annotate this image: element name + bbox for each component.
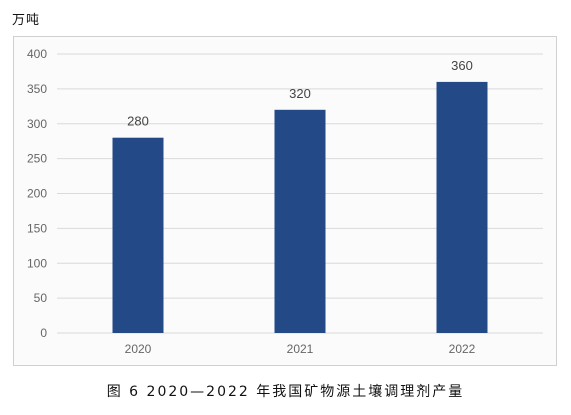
figure-caption: 图 6 2020—2022 年我国矿物源土壤调理剂产量 <box>106 384 465 400</box>
data-label-2021: 320 <box>289 86 311 101</box>
data-label-2020: 280 <box>127 114 149 129</box>
x-tick-label-2020: 2020 <box>125 342 152 356</box>
y-tick-label-250: 250 <box>27 152 47 166</box>
x-tick-label-2022: 2022 <box>449 342 476 356</box>
y-tick-label-300: 300 <box>27 117 47 131</box>
y-tick-label-50: 50 <box>34 291 48 305</box>
bar-chart: 0 50 100 150 200 250 300 350 400 280 2020 320 2021 36… <box>27 47 543 356</box>
y-tick-label-100: 100 <box>27 256 47 270</box>
bar-2022 <box>436 81 488 334</box>
y-axis-unit-label: 万吨 <box>12 13 41 28</box>
y-tick-label-350: 350 <box>27 82 47 96</box>
y-tick-label-150: 150 <box>27 221 47 235</box>
chart-frame: 0 50 100 150 200 250 300 350 400 280 2020 320 2021 36… <box>13 36 557 366</box>
bar-2021 <box>274 109 326 333</box>
bar-2020 <box>112 137 164 333</box>
y-tick-label-200: 200 <box>27 187 47 201</box>
data-label-2022: 360 <box>451 58 473 73</box>
x-tick-label-2021: 2021 <box>287 342 314 356</box>
y-tick-label-400: 400 <box>27 47 47 61</box>
y-tick-label-0: 0 <box>40 326 47 340</box>
